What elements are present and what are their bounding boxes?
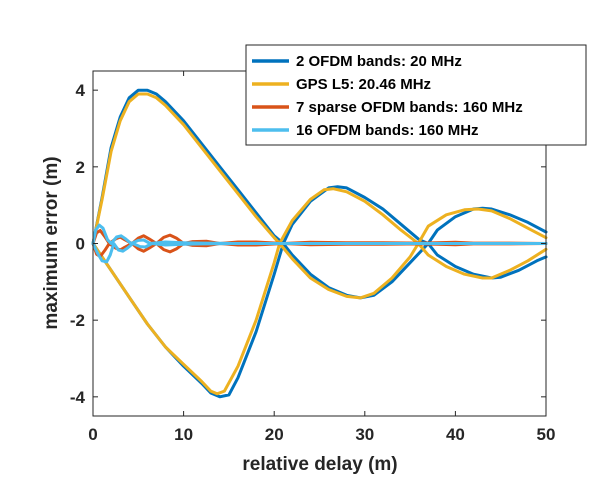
y-tick-label: 0 [76,235,85,254]
y-tick-label: -2 [70,311,85,330]
series-2-upper-line [91,92,548,245]
x-tick-label: 10 [174,425,193,444]
ticks-layer: 0 10 20 30 40 50 -4 -2 0 2 4 [70,71,556,444]
legend-entry-label: GPS L5: 20.46 MHz [296,76,431,93]
x-tick-label: 40 [446,425,465,444]
y-tick-label: 4 [76,81,86,100]
x-axis-label: relative delay (m) [242,454,397,475]
legend-entry-label: 2 OFDM bands: 20 MHz [296,53,462,70]
x-tick-label: 30 [355,425,374,444]
series-4-lower-line [91,242,548,264]
series-layer [91,88,548,399]
x-tick-label: 20 [265,425,284,444]
y-tick-label: -4 [70,388,86,407]
legend-entry-label: 7 sparse OFDM bands: 160 MHz [296,99,523,116]
series-2-lower-line [91,242,548,396]
legend-entry-label: 16 OFDM bands: 160 MHz [296,122,479,139]
series-1-upper-line [91,88,548,245]
legend-box [245,44,587,146]
x-tick-label: 0 [88,425,97,444]
y-tick-label: 2 [76,158,85,177]
legend: 2 OFDM bands: 20 MHz GPS L5: 20.46 MHz 7 s… [245,44,587,146]
x-tick-label: 50 [537,425,556,444]
y-axis-label: maximum error (m) [41,156,62,329]
